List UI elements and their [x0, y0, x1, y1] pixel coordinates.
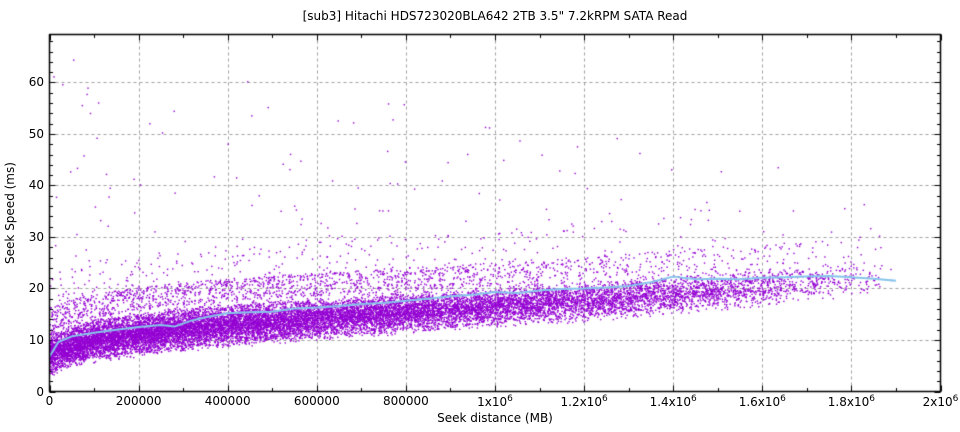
- x-tick-label: 1.4x106: [649, 394, 697, 409]
- y-tick-label: 60: [28, 75, 44, 90]
- chart-title: [sub3] Hitachi HDS723020BLA642 2TB 3.5" …: [302, 9, 688, 23]
- x-tick-label: 800000: [382, 394, 429, 408]
- y-tick-label: 30: [28, 229, 44, 244]
- x-tick-label: 400000: [204, 394, 251, 408]
- x-tick-label: 1.8x106: [827, 394, 875, 409]
- x-tick-label: 0: [45, 394, 54, 408]
- y-tick-label: 50: [28, 126, 44, 141]
- x-tick-label: 1x106: [477, 394, 513, 409]
- x-tick-label: 1.2x106: [560, 394, 608, 409]
- x-tick-label: 600000: [293, 394, 340, 408]
- x-axis-label: Seek distance (MB): [437, 411, 553, 425]
- y-tick-label: 20: [28, 281, 44, 296]
- x-tick-label: 2x106: [922, 394, 959, 409]
- x-tick-label: 200000: [115, 394, 162, 408]
- y-tick-label: 40: [28, 178, 44, 193]
- x-tick-label: 1.6x106: [738, 394, 786, 409]
- y-tick-label: 0: [36, 384, 44, 399]
- y-tick-label: 10: [28, 332, 44, 347]
